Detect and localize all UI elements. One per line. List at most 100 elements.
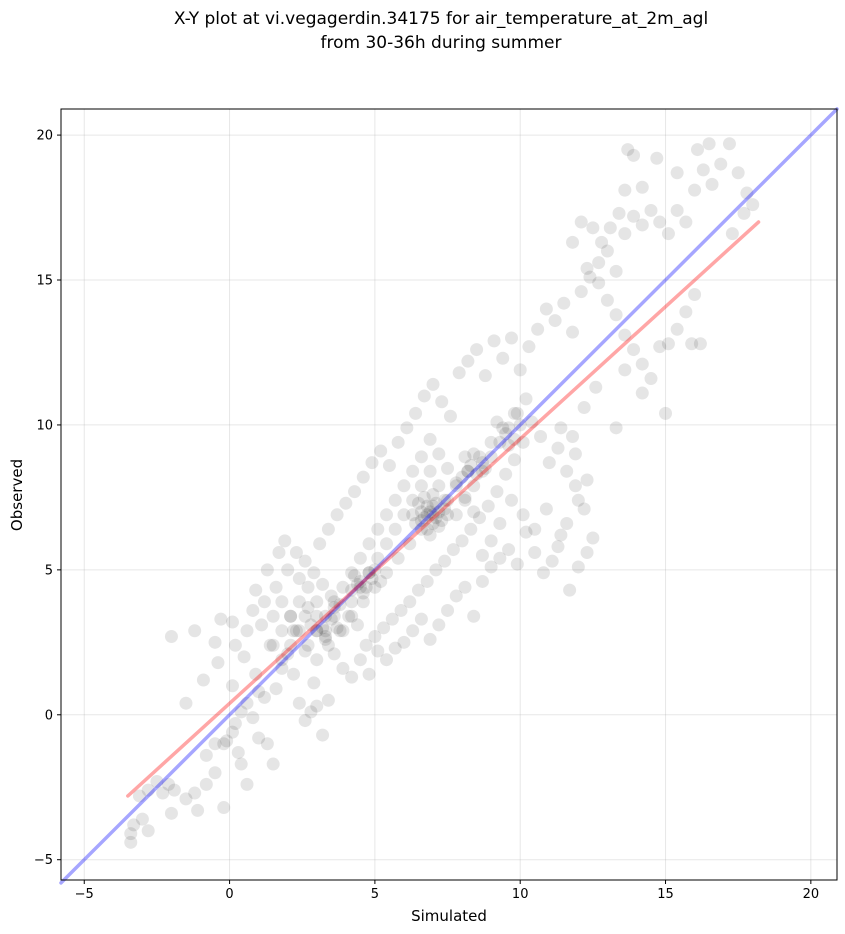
data-point — [292, 572, 306, 586]
data-point — [566, 430, 580, 444]
data-point — [266, 757, 280, 771]
data-point — [353, 574, 367, 588]
data-point — [513, 363, 527, 377]
data-point — [275, 653, 289, 667]
data-point — [446, 543, 460, 557]
data-point — [470, 467, 484, 481]
data-point — [199, 748, 213, 762]
data-point — [362, 566, 376, 580]
data-point — [263, 638, 277, 652]
data-point — [475, 548, 489, 562]
data-point — [316, 577, 330, 591]
data-point — [237, 650, 251, 664]
data-point — [688, 288, 702, 302]
data-point — [199, 777, 213, 791]
data-point — [583, 270, 597, 284]
data-point — [627, 209, 641, 223]
data-point — [467, 447, 481, 461]
data-point — [403, 537, 417, 551]
data-point — [411, 583, 425, 597]
data-point — [220, 734, 234, 748]
data-point — [414, 522, 428, 536]
data-point — [420, 508, 434, 522]
data-point — [318, 632, 332, 646]
data-point — [507, 453, 521, 467]
data-point — [484, 534, 498, 548]
data-point — [298, 554, 312, 568]
data-point — [554, 528, 568, 542]
data-point — [310, 595, 324, 609]
data-point — [313, 537, 327, 551]
data-point — [458, 490, 472, 504]
data-point — [725, 227, 739, 241]
data-point — [150, 774, 164, 788]
y-tick-label: −5 — [34, 853, 53, 868]
data-point — [627, 148, 641, 162]
data-point — [461, 464, 475, 478]
data-point — [234, 705, 248, 719]
data-point — [380, 566, 394, 580]
data-point — [449, 476, 463, 490]
data-point — [542, 456, 556, 470]
data-point — [722, 137, 736, 151]
data-point — [490, 485, 504, 499]
data-point — [196, 673, 210, 687]
data-point — [141, 783, 155, 797]
data-point — [504, 493, 518, 507]
y-tick-label: 10 — [36, 418, 53, 433]
data-point — [406, 464, 420, 478]
data-point — [470, 343, 484, 357]
data-point — [275, 661, 289, 675]
data-point — [571, 560, 585, 574]
data-point — [493, 551, 507, 565]
data-point — [574, 285, 588, 299]
data-point — [356, 586, 370, 600]
data-point — [260, 563, 274, 577]
data-point — [324, 589, 338, 603]
data-point — [327, 609, 341, 623]
data-point — [438, 502, 452, 516]
data-point — [458, 580, 472, 594]
data-point — [702, 137, 716, 151]
data-point — [339, 496, 353, 510]
data-point — [225, 615, 239, 629]
data-point — [609, 421, 623, 435]
data-point — [353, 580, 367, 594]
data-point — [188, 786, 202, 800]
data-point — [217, 737, 231, 751]
data-point — [635, 386, 649, 400]
y-tick-label: 15 — [36, 274, 53, 289]
data-point — [432, 618, 446, 632]
data-point — [609, 308, 623, 322]
data-point — [333, 598, 347, 612]
data-point — [423, 432, 437, 446]
data-point — [167, 783, 181, 797]
data-point — [661, 227, 675, 241]
data-point — [502, 543, 516, 557]
data-point — [304, 618, 318, 632]
data-point — [746, 198, 760, 212]
data-point — [324, 612, 338, 626]
data-point — [350, 577, 364, 591]
data-point — [336, 580, 350, 594]
data-point — [249, 667, 263, 681]
data-point — [635, 218, 649, 232]
x-tick-label: 15 — [657, 887, 674, 902]
data-point — [461, 354, 475, 368]
plot-frame — [60, 108, 838, 881]
data-point — [595, 235, 609, 249]
data-point — [522, 340, 536, 354]
data-point — [507, 406, 521, 420]
data-point — [441, 493, 455, 507]
data-point — [214, 612, 228, 626]
x-tick-label: 5 — [371, 887, 379, 902]
data-point — [670, 203, 684, 217]
data-point — [577, 502, 591, 516]
data-point — [397, 635, 411, 649]
data-point — [371, 522, 385, 536]
data-point — [531, 322, 545, 336]
data-point — [644, 372, 658, 386]
data-point — [696, 163, 710, 177]
x-tick-label: 0 — [225, 887, 233, 902]
data-point — [406, 624, 420, 638]
